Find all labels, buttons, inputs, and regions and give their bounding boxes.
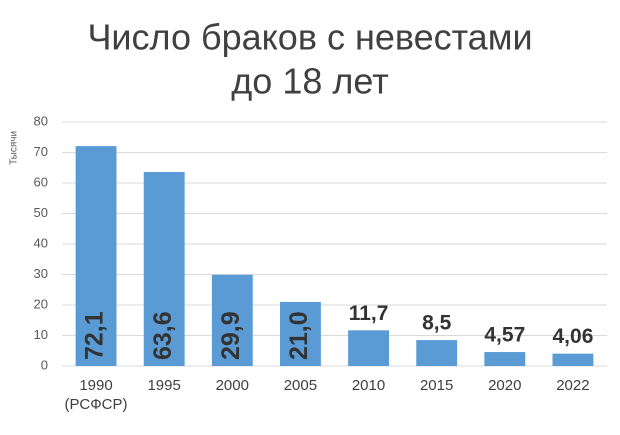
x-tick-label: 2020 bbox=[488, 377, 522, 394]
x-tick-label: 1990 (РСФСР) bbox=[64, 377, 128, 413]
y-tick-label: 60 bbox=[34, 174, 48, 189]
y-axis-label: Тысячи bbox=[9, 131, 20, 165]
bar bbox=[416, 340, 458, 366]
data-label: 4,06 bbox=[553, 325, 594, 348]
data-label: 63,6 bbox=[149, 311, 177, 360]
chart-title: до 18 лет bbox=[231, 61, 388, 102]
y-tick-label: 40 bbox=[34, 235, 48, 250]
x-tick-label: 1995 bbox=[147, 377, 181, 394]
bar bbox=[143, 172, 185, 366]
bar bbox=[348, 330, 389, 366]
data-label: 21,0 bbox=[285, 311, 313, 360]
x-tick-label: 2000 bbox=[215, 377, 249, 394]
x-tick-label: 2015 bbox=[419, 377, 454, 394]
y-tick-label: 10 bbox=[34, 327, 48, 342]
data-label: 29,9 bbox=[217, 311, 245, 360]
bar bbox=[552, 353, 594, 366]
y-tick-label: 80 bbox=[34, 113, 48, 128]
data-label: 72,1 bbox=[81, 311, 109, 360]
x-tick-label: 2005 bbox=[283, 377, 318, 394]
data-label: 8,5 bbox=[422, 312, 452, 335]
y-tick-label: 30 bbox=[34, 266, 48, 281]
x-tick-label: 2010 bbox=[351, 377, 386, 394]
bar bbox=[211, 274, 253, 366]
bar bbox=[280, 301, 321, 366]
data-label: 11,7 bbox=[349, 302, 389, 325]
y-tick-label: 50 bbox=[34, 205, 48, 220]
bar bbox=[484, 352, 526, 366]
y-tick-label: 0 bbox=[41, 357, 48, 372]
y-tick-label: 70 bbox=[34, 144, 48, 159]
y-tick-label: 20 bbox=[34, 296, 48, 311]
bar bbox=[75, 146, 117, 366]
x-tick-label: 2022 bbox=[556, 377, 590, 394]
chart-title: Число браков с невестами bbox=[87, 17, 532, 58]
data-label: 4,57 bbox=[484, 324, 525, 347]
